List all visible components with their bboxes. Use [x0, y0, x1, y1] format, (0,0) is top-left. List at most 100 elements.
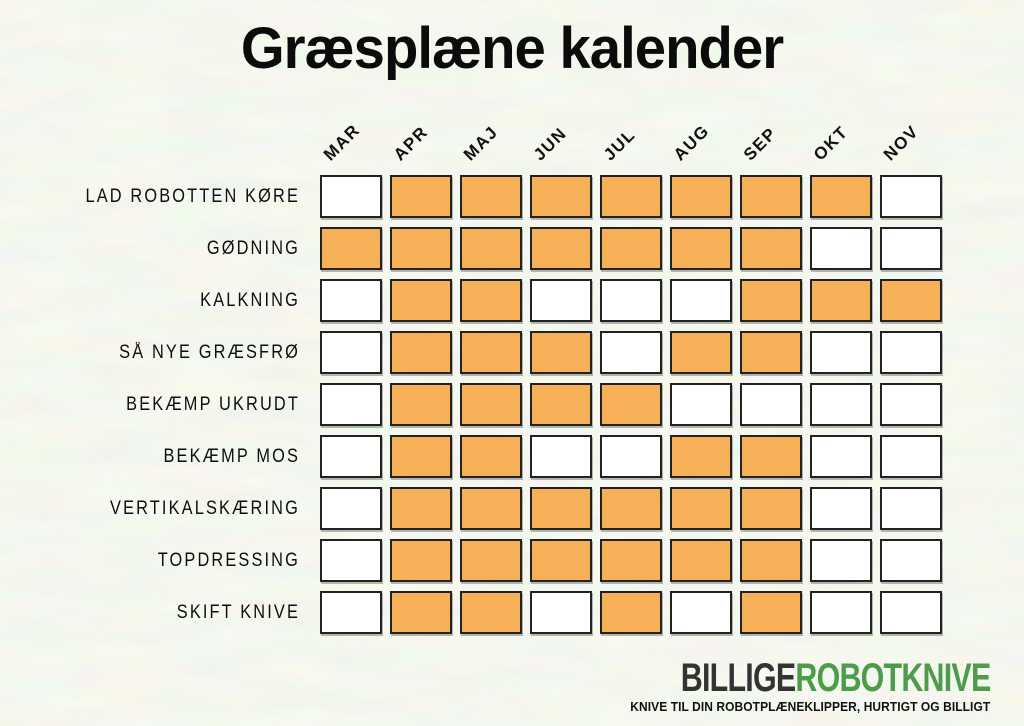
calendar-cell — [320, 279, 382, 322]
calendar-cell — [530, 539, 592, 582]
calendar-cell — [600, 279, 662, 322]
calendar-grid: LAD ROBOTTEN KØRE GØDNING KALKNING SÅ NYE G… — [0, 175, 1024, 645]
calendar-cell — [320, 435, 382, 478]
calendar-cell — [460, 227, 522, 270]
calendar-cell — [880, 227, 942, 270]
calendar-cell — [810, 279, 872, 322]
calendar-cell — [880, 279, 942, 322]
calendar-cell — [880, 487, 942, 530]
logo-tagline: KNIVE TIL DIN ROBOTPLÆNEKLIPPER, HURTIGT… — [630, 699, 990, 714]
month-label-sep: SEP — [739, 123, 781, 165]
calendar-cell — [810, 175, 872, 218]
calendar-cell — [740, 175, 802, 218]
row-label-1: LAD ROBOTTEN KØRE — [85, 186, 300, 207]
calendar-cell — [670, 539, 732, 582]
calendar-cell — [390, 279, 452, 322]
calendar-cell — [530, 487, 592, 530]
calendar-cell — [390, 175, 452, 218]
calendar-cell — [670, 487, 732, 530]
calendar-cell — [880, 539, 942, 582]
logo-part-robotknive: ROBOTKNIVE — [794, 656, 991, 701]
month-label-aug: AUG — [669, 120, 714, 165]
calendar-cell — [530, 227, 592, 270]
row-label-4: SÅ NYE GRÆSFRØ — [119, 342, 300, 363]
calendar-cell — [810, 487, 872, 530]
calendar-cell — [810, 383, 872, 426]
row-label-7: VERTIKALSKÆRING — [110, 498, 300, 519]
calendar-cell — [530, 279, 592, 322]
calendar-cell — [530, 331, 592, 374]
calendar-cell — [390, 591, 452, 634]
calendar-cell — [740, 383, 802, 426]
calendar-cell — [880, 331, 942, 374]
calendar-cell — [320, 331, 382, 374]
calendar-cell — [810, 539, 872, 582]
calendar-cell — [810, 591, 872, 634]
month-label-maj: MAJ — [459, 122, 502, 165]
month-label-nov: NOV — [879, 121, 923, 165]
month-label-apr: APR — [389, 122, 432, 165]
month-label-mar: MAR — [319, 120, 364, 165]
calendar-cell — [460, 383, 522, 426]
calendar-cell — [320, 227, 382, 270]
calendar-cell — [810, 435, 872, 478]
calendar-cell — [740, 331, 802, 374]
calendar-cell — [460, 539, 522, 582]
row-label-9: SKIFT KNIVE — [176, 602, 300, 623]
calendar-cell — [320, 591, 382, 634]
calendar-cell — [320, 175, 382, 218]
page-title: Græsplæne kalender — [240, 16, 784, 81]
calendar-cell — [670, 331, 732, 374]
calendar-cell — [670, 227, 732, 270]
calendar-cell — [390, 331, 452, 374]
calendar-cell — [670, 279, 732, 322]
calendar-cell — [600, 331, 662, 374]
calendar-cell — [880, 591, 942, 634]
calendar-cell — [880, 175, 942, 218]
calendar-cell — [600, 383, 662, 426]
calendar-cell — [670, 383, 732, 426]
calendar-cell — [390, 383, 452, 426]
calendar-cell — [390, 435, 452, 478]
month-label-jul: JUL — [599, 124, 640, 165]
row-label-5: BEKÆMP UKRUDT — [126, 394, 300, 415]
row-label-8: TOPDRESSING — [157, 550, 300, 571]
calendar-cell — [670, 435, 732, 478]
calendar-cell — [600, 227, 662, 270]
calendar-cell — [460, 279, 522, 322]
calendar-cell — [530, 383, 592, 426]
calendar-cell — [320, 539, 382, 582]
calendar-cell — [740, 435, 802, 478]
calendar-cell — [460, 435, 522, 478]
calendar-cell — [670, 591, 732, 634]
calendar-cell — [740, 279, 802, 322]
calendar-cell — [390, 539, 452, 582]
row-label-6: BEKÆMP MOS — [163, 446, 300, 467]
calendar-cell — [460, 331, 522, 374]
calendar-cell — [600, 435, 662, 478]
calendar-cell — [530, 175, 592, 218]
row-label-3: KALKNING — [200, 290, 300, 311]
calendar-cell — [390, 487, 452, 530]
row-label-2: GØDNING — [206, 238, 300, 259]
calendar-cell — [600, 487, 662, 530]
logo-wordmark: BILLIGEROBOTKNIVE — [680, 658, 990, 698]
calendar-cell — [740, 227, 802, 270]
month-header-row: MAR APR MAJ JUN JUL AUG SEP OKT NOV — [320, 0, 1020, 175]
calendar-cell — [600, 175, 662, 218]
calendar-cell — [740, 539, 802, 582]
calendar-cell — [320, 487, 382, 530]
calendar-cell — [530, 435, 592, 478]
logo: BILLIGEROBOTKNIVE KNIVE TIL DIN ROBOTPLÆ… — [583, 658, 991, 714]
calendar-cell — [600, 591, 662, 634]
calendar-cell — [460, 487, 522, 530]
calendar-cell — [670, 175, 732, 218]
month-label-jun: JUN — [529, 123, 571, 165]
month-label-okt: OKT — [809, 122, 852, 165]
calendar-cell — [880, 435, 942, 478]
calendar-cell — [460, 175, 522, 218]
logo-part-billige: BILLIGE — [680, 656, 795, 701]
calendar-cell — [530, 591, 592, 634]
calendar-cell — [810, 227, 872, 270]
